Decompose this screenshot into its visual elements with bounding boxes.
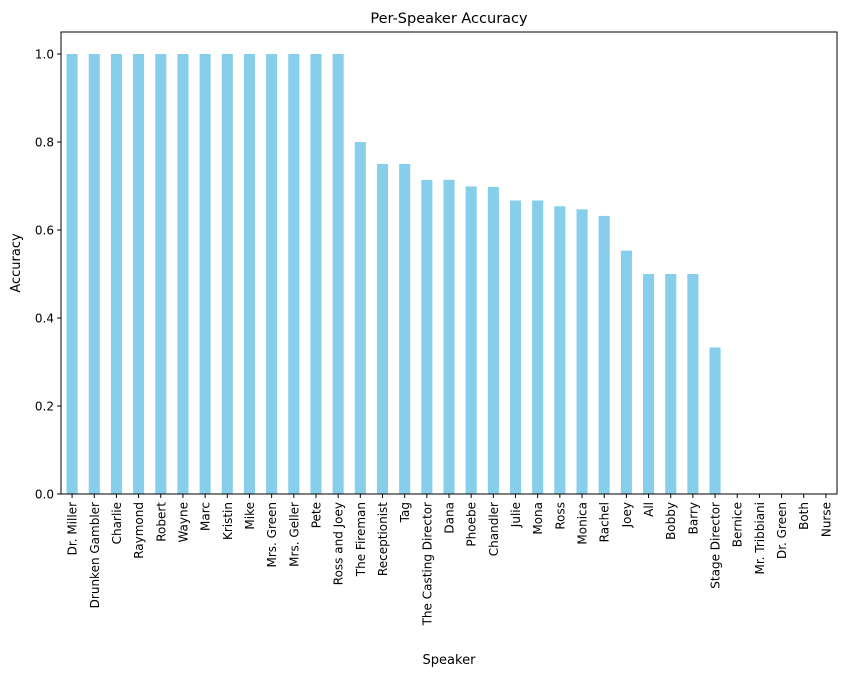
bar-15 xyxy=(399,164,411,494)
x-tick-label: Ross and Joey xyxy=(332,502,346,585)
x-axis: Dr. Miller Drunken Gambler Charlie Raymond R… xyxy=(66,494,833,626)
y-tick-label: 0.2 xyxy=(35,399,54,413)
x-tick-label: Wayne xyxy=(176,502,190,543)
y-tick-label: 1.0 xyxy=(35,47,54,61)
bars-layer xyxy=(66,54,721,495)
x-tick-label: Kristin xyxy=(221,502,235,540)
bar-10 xyxy=(288,54,300,494)
chart-title: Per-Speaker Accuracy xyxy=(370,11,528,27)
y-tick-label: 0.0 xyxy=(35,487,54,501)
x-tick-label: Mike xyxy=(243,502,257,530)
bar-2 xyxy=(110,54,122,494)
bar-5 xyxy=(177,54,189,494)
x-tick-label: Nurse xyxy=(819,502,833,537)
x-tick-label: Dr. Miller xyxy=(66,502,80,555)
x-tick-label: Dana xyxy=(443,502,457,534)
x-tick-label: Mrs. Green xyxy=(265,502,279,568)
bar-6 xyxy=(199,54,211,494)
x-tick-label: Tag xyxy=(398,502,412,523)
bar-8 xyxy=(243,54,255,494)
x-tick-label: Bernice xyxy=(731,502,745,547)
y-tick-label: 0.6 xyxy=(35,223,54,237)
y-tick-label: 0.8 xyxy=(35,135,54,149)
x-tick-label: All xyxy=(642,502,656,517)
x-tick-label: Both xyxy=(797,502,811,530)
x-tick-label: Phoebe xyxy=(465,502,479,547)
y-axis: 0.0 0.2 0.4 0.6 0.8 1.0 xyxy=(35,47,61,501)
bar-13 xyxy=(354,142,366,494)
bar-25 xyxy=(620,250,632,494)
x-tick-label: Rachel xyxy=(598,502,612,542)
bar-16 xyxy=(421,179,433,494)
x-tick-label: Julie xyxy=(509,502,523,528)
x-tick-label: Bobby xyxy=(664,502,678,540)
bar-1 xyxy=(88,54,100,494)
x-axis-label: Speaker xyxy=(423,653,477,668)
bar-26 xyxy=(643,274,655,494)
x-tick-label: Receptionist xyxy=(376,502,390,576)
x-tick-label: Ross xyxy=(553,502,567,530)
bar-9 xyxy=(266,54,278,494)
x-tick-label: Monica xyxy=(576,502,590,545)
bar-4 xyxy=(155,54,167,494)
x-tick-label: Charlie xyxy=(110,502,124,544)
y-tick-label: 0.4 xyxy=(35,311,54,325)
x-tick-label: Barry xyxy=(686,502,700,534)
x-tick-label: Robert xyxy=(154,502,168,542)
x-tick-label: The Casting Director xyxy=(420,502,434,626)
bar-21 xyxy=(532,200,544,494)
bar-14 xyxy=(376,164,389,494)
x-tick-label: Pete xyxy=(309,502,323,528)
x-tick-label: The Fireman xyxy=(354,502,368,577)
bar-7 xyxy=(221,54,233,494)
x-tick-label: Chandler xyxy=(487,502,501,556)
bar-11 xyxy=(310,54,322,494)
bar-17 xyxy=(443,179,455,494)
x-tick-label: Joey xyxy=(620,502,634,528)
bar-22 xyxy=(554,206,566,495)
bar-23 xyxy=(576,209,588,494)
bar-0 xyxy=(66,54,78,494)
plot-frame xyxy=(60,31,838,495)
bar-27 xyxy=(665,274,677,494)
x-tick-label: Mr. Tribbiani xyxy=(753,502,767,575)
bar-20 xyxy=(509,200,522,494)
bar-12 xyxy=(332,54,344,494)
x-tick-label: Raymond xyxy=(132,502,146,559)
bar-24 xyxy=(598,215,610,495)
x-tick-label: Stage Director xyxy=(709,502,723,589)
x-tick-label: Marc xyxy=(199,502,213,531)
x-tick-label: Dr. Green xyxy=(775,502,789,559)
x-tick-label: Mrs. Geller xyxy=(287,502,301,567)
y-axis-label: Accuracy xyxy=(9,233,24,293)
bar-29 xyxy=(709,347,721,494)
bar-3 xyxy=(133,54,145,494)
bar-18 xyxy=(465,186,477,494)
x-tick-label: Mona xyxy=(531,502,545,535)
x-tick-label: Drunken Gambler xyxy=(88,502,102,608)
bar-19 xyxy=(487,186,499,494)
bar-28 xyxy=(687,274,699,494)
